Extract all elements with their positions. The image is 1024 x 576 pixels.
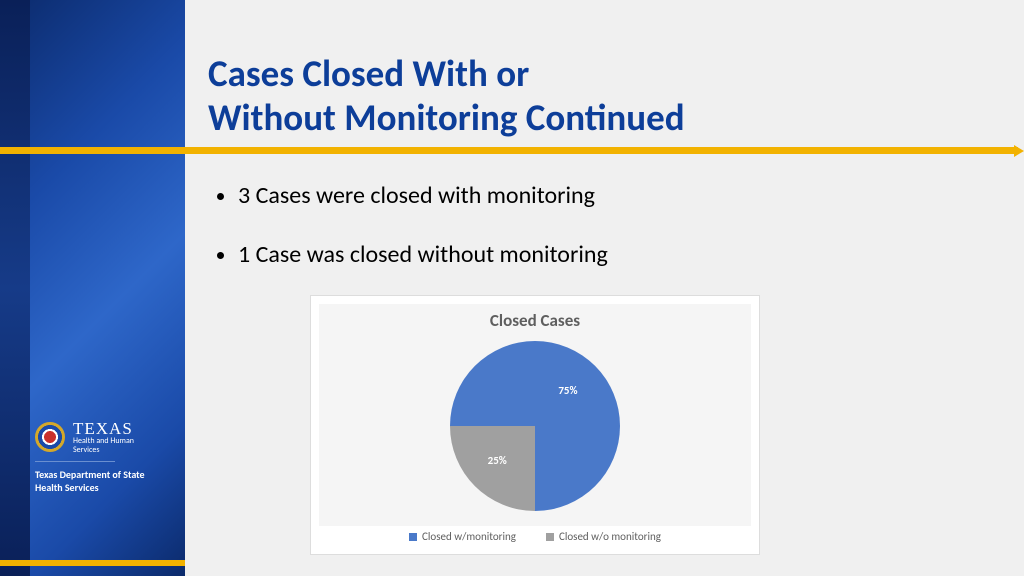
legend-label: Closed w/o monitoring <box>559 530 661 543</box>
bullet-list: 3 Cases were closed with monitoring 1 Ca… <box>216 180 608 298</box>
legend-item: Closed w/o monitoring <box>546 530 661 543</box>
chart-area: Closed Cases 75% 25% <box>319 304 751 546</box>
title-line-2: Without Monitoring Continued <box>208 95 685 140</box>
sidebar-bottom-accent <box>0 560 185 566</box>
legend-item: Closed w/monitoring <box>409 530 516 543</box>
logo-block: TEXAS Health and Human Services Texas De… <box>35 420 145 494</box>
chart-title: Closed Cases <box>490 310 580 331</box>
page-title: Cases Closed With or Without Monitoring … <box>208 52 685 139</box>
pie-slice-label: 75% <box>558 384 577 397</box>
sidebar: TEXAS Health and Human Services Texas De… <box>0 0 185 576</box>
logo-dept: Texas Department of State Health Service… <box>35 468 145 494</box>
slide: TEXAS Health and Human Services Texas De… <box>0 0 1024 576</box>
logo-subtitle: Health and Human Services <box>73 437 134 455</box>
title-underline <box>0 147 1018 154</box>
logo-title: TEXAS <box>73 420 134 437</box>
state-seal-icon <box>35 422 65 452</box>
title-line-1: Cases Closed With or <box>208 51 529 96</box>
legend-swatch-icon <box>546 533 554 541</box>
pie-chart: 75% 25% <box>450 341 620 511</box>
logo-divider <box>35 461 115 462</box>
bullet-item: 3 Cases were closed with monitoring <box>238 180 608 211</box>
pie-slice-label: 25% <box>488 454 507 467</box>
chart-legend: Closed w/monitoring Closed w/o monitorin… <box>319 526 751 546</box>
bullet-item: 1 Case was closed without monitoring <box>238 239 608 270</box>
chart-card: Closed Cases 75% 25% Closed w/monitoring… <box>310 295 760 555</box>
legend-label: Closed w/monitoring <box>422 530 516 543</box>
pie-graphic <box>450 341 620 511</box>
legend-swatch-icon <box>409 533 417 541</box>
